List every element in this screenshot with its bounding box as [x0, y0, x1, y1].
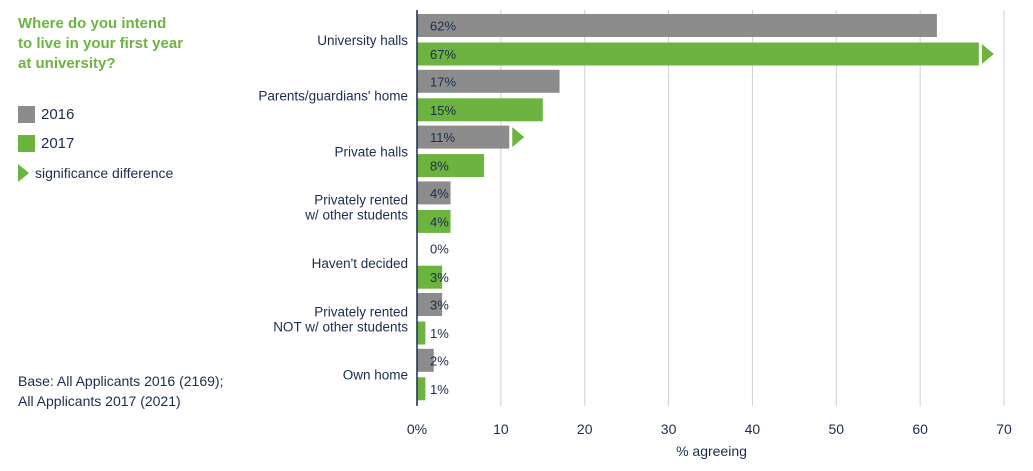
data-label-2016: 3%: [430, 298, 449, 313]
category-label: w/ other students: [304, 208, 408, 223]
x-tick-label: 60: [912, 421, 928, 437]
data-label-2017: 1%: [430, 326, 449, 341]
data-label-2017: 8%: [430, 159, 449, 174]
chart-title-line: to live in your first year: [18, 35, 184, 52]
x-tick-label: 10: [493, 421, 509, 437]
legend: 2016 2017 significance difference: [18, 100, 173, 187]
category-label: University halls: [317, 33, 408, 48]
legend-label-2016: 2016: [41, 106, 75, 123]
x-tick-label: 30: [661, 421, 677, 437]
legend-label-significance: significance difference: [35, 164, 174, 181]
legend-label-2017: 2017: [41, 135, 75, 152]
category-label: Privately rented: [314, 304, 408, 319]
data-label-2016: 2%: [430, 353, 449, 368]
bar-2016: [417, 348, 434, 372]
bar-2017: [417, 377, 426, 401]
category-label: NOT w/ other students: [273, 319, 408, 334]
legend-swatch-2017: [18, 135, 35, 152]
data-label-2016: 11%: [430, 130, 455, 145]
x-tick-label: 70: [996, 421, 1012, 437]
base-note: Base: All Applicants 2016 (2169); All Ap…: [18, 371, 223, 411]
data-label-2016: 62%: [430, 19, 456, 34]
bar-2016: [417, 125, 510, 149]
data-label-2017: 3%: [430, 270, 449, 285]
significance-triangle-icon: [512, 127, 525, 148]
data-label-2016: 0%: [430, 242, 449, 257]
significance-triangle-icon: [981, 44, 994, 64]
category-label: Haven't decided: [312, 256, 408, 271]
base-note-line: Base: All Applicants 2016 (2169);: [18, 373, 224, 389]
chart-title: Where do you intend to live in your firs…: [18, 14, 218, 74]
data-label-2017: 67%: [430, 47, 456, 62]
bar-2017: [417, 265, 443, 289]
category-label: Own home: [343, 368, 408, 383]
bar-2016: [417, 293, 443, 316]
bar-2017: [417, 42, 979, 66]
bar-2017: [417, 209, 451, 233]
category-label: Parents/guardians' home: [258, 89, 408, 104]
x-axis-title: % agreeing: [676, 443, 747, 459]
bar-2016: [417, 69, 560, 93]
chart-title-line: Where do you intend: [18, 15, 167, 32]
legend-item-2016: 2016: [18, 100, 173, 129]
data-label-2017: 15%: [430, 103, 456, 118]
bar-2017: [417, 154, 485, 178]
x-tick-label: 40: [745, 421, 761, 437]
x-tick-label: 0%: [407, 421, 427, 437]
chart-title-line: at university?: [18, 55, 116, 72]
legend-item-significance: significance difference: [18, 158, 173, 187]
data-label-2016: 17%: [430, 74, 456, 89]
category-label: Private halls: [334, 144, 408, 159]
significance-triangle-icon: [18, 163, 29, 182]
bar-2017: [417, 98, 543, 122]
x-tick-label: 50: [828, 421, 844, 437]
data-label-2016: 4%: [430, 186, 449, 201]
legend-item-2017: 2017: [18, 129, 173, 158]
bar-2016: [417, 181, 451, 205]
legend-swatch-2016: [18, 106, 35, 123]
base-note-line: All Applicants 2017 (2021): [18, 393, 181, 409]
category-label: Privately rented: [314, 193, 408, 208]
bar-2016: [417, 14, 937, 37]
x-tick-label: 20: [577, 421, 593, 437]
data-label-2017: 1%: [430, 382, 449, 397]
bar-2017: [417, 321, 426, 345]
data-label-2017: 4%: [430, 214, 449, 229]
